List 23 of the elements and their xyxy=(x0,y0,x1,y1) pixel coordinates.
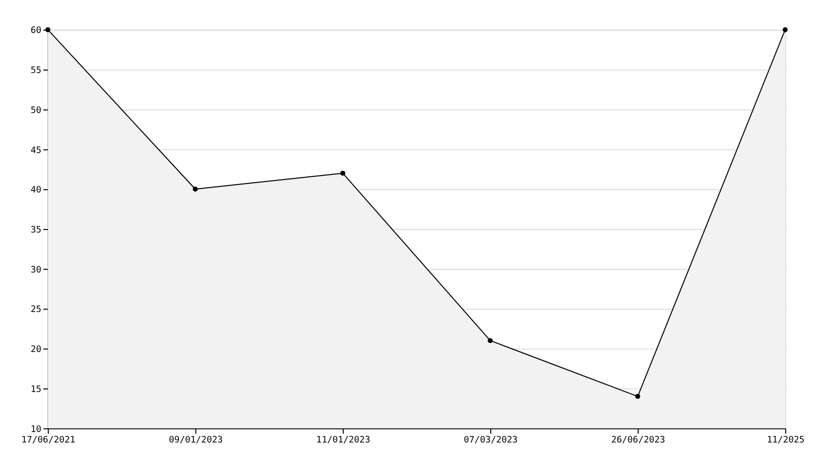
y-tick-label: 55 xyxy=(30,66,42,76)
x-tick-label: 11/2025 xyxy=(766,436,805,446)
x-tick-label: 17/06/2021 xyxy=(21,436,76,446)
y-tick-label: 60 xyxy=(30,26,42,36)
point xyxy=(782,27,788,32)
x-tick-label: 26/06/2023 xyxy=(611,436,666,446)
y-tick-label: 40 xyxy=(30,186,42,196)
y-tick-label: 15 xyxy=(30,384,42,395)
x-tick-label: 09/01/2023 xyxy=(168,436,223,446)
y-tick-label: 45 xyxy=(30,146,42,156)
y-tick-label: 35 xyxy=(30,225,42,236)
point xyxy=(340,170,346,176)
y-tick-label: 50 xyxy=(30,106,42,116)
x-tick-label: 07/03/2023 xyxy=(464,436,518,446)
x-tick-label: 11/01/2023 xyxy=(316,436,370,446)
point xyxy=(45,27,50,32)
point xyxy=(488,338,493,344)
y-tick-label: 30 xyxy=(30,265,42,276)
y-tick-label: 25 xyxy=(30,305,42,316)
point xyxy=(192,186,198,192)
point xyxy=(635,394,640,399)
y-tick-label: 20 xyxy=(30,345,42,356)
y-tick-label: 10 xyxy=(30,424,42,435)
